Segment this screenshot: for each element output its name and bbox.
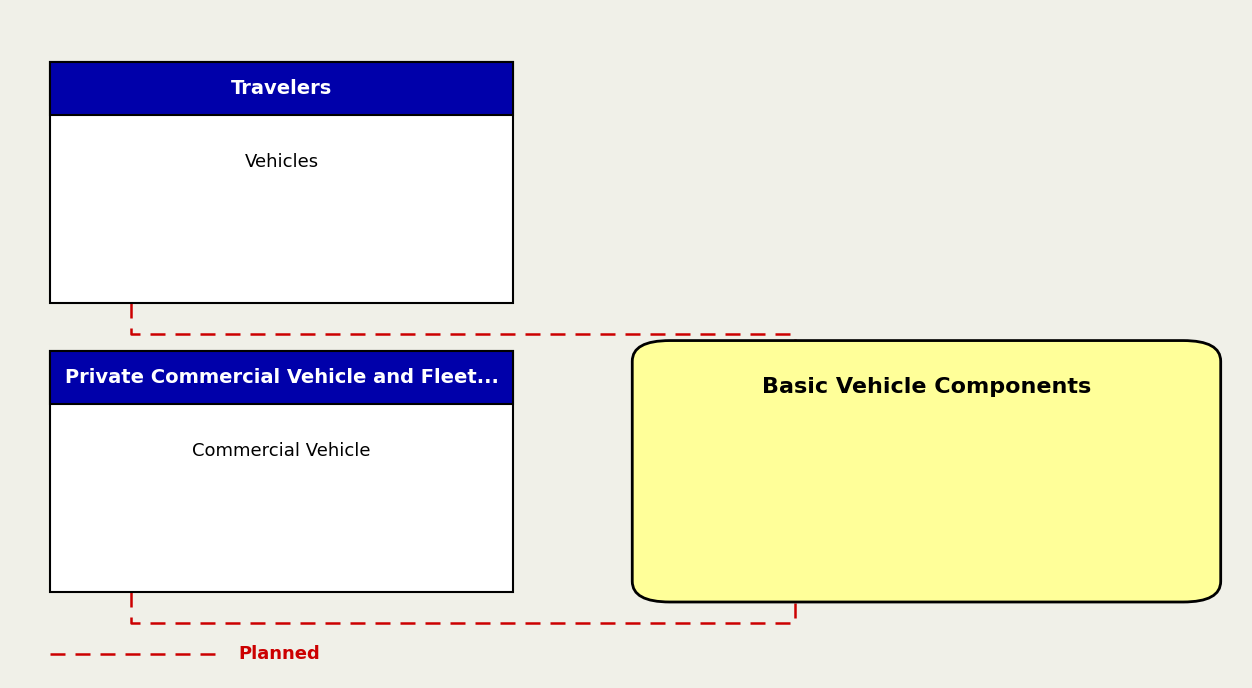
Text: Private Commercial Vehicle and Fleet...: Private Commercial Vehicle and Fleet...: [65, 368, 498, 387]
Bar: [50, 62, 513, 303]
Text: Basic Vehicle Components: Basic Vehicle Components: [762, 377, 1090, 397]
Text: Vehicles: Vehicles: [244, 153, 319, 171]
Bar: [50, 351, 513, 404]
Text: Travelers: Travelers: [232, 79, 332, 98]
Text: Commercial Vehicle: Commercial Vehicle: [193, 442, 371, 460]
FancyBboxPatch shape: [632, 341, 1221, 602]
Bar: [50, 351, 513, 592]
Bar: [50, 62, 513, 115]
Text: Planned: Planned: [238, 645, 319, 663]
